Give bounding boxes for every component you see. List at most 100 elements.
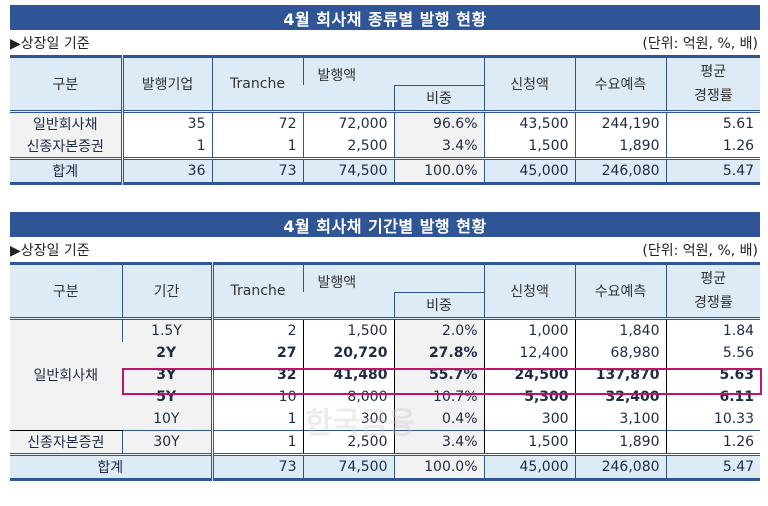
table-row: 2Y 27 20,720 27.8% 12,400 68,980 5.56 [10, 342, 761, 364]
row-label: 신종자본증권 [10, 135, 122, 159]
header-tranche: Tranche [210, 263, 303, 319]
cell-amount: 2,500 [302, 430, 394, 455]
table2-unit: (단위: 억원, %, 배) [642, 243, 758, 259]
header-applied: 신청액 [483, 56, 576, 112]
total-ratio: 5.47 [665, 454, 761, 480]
cell-tranche: 2 [210, 318, 303, 342]
cell-share: 3.4% [393, 430, 485, 455]
header-ratio-line2: 경쟁률 [693, 295, 733, 311]
total-firms: 36 [120, 158, 212, 184]
cell-tranche: 1 [211, 135, 303, 159]
total-ratio: 5.47 [665, 158, 761, 184]
cell-term: 10Y [122, 408, 212, 431]
cell-ratio: 5.61 [665, 111, 761, 135]
table1: 구분 발행기업 Tranche 발행액 신청액 수요예측 평균 경쟁률 비중 일반… [10, 55, 761, 185]
cell-ratio: 5.56 [665, 342, 761, 364]
cell-applied: 43,500 [483, 111, 576, 135]
cell-amount: 2,500 [302, 135, 394, 159]
total-applied: 45,000 [483, 454, 576, 480]
table2-subheader: ▶상장일 기준 (단위: 억원, %, 배) [10, 240, 760, 260]
header-term: 기간 [121, 263, 212, 319]
header-ratio-line2: 경쟁률 [693, 88, 733, 104]
cell-applied: 1,500 [483, 430, 576, 455]
header-amount: 발행액 [302, 56, 485, 86]
cell-term: 3Y [122, 364, 212, 386]
header-applied: 신청액 [483, 263, 576, 319]
total-applied: 45,000 [483, 158, 576, 184]
cell-amount: 8,000 [302, 386, 394, 408]
cell-term: 1.5Y [121, 318, 212, 342]
total-tranche: 73 [210, 454, 303, 480]
cell-ratio: 1.84 [665, 318, 761, 342]
total-label: 합계 [97, 460, 124, 476]
cell-tranche: 1 [210, 408, 303, 431]
cell-amount: 300 [302, 408, 394, 431]
header-demand: 수요예측 [574, 56, 667, 112]
cell-amount: 41,480 [302, 364, 394, 386]
header-firms: 발행기업 [120, 56, 212, 112]
header-share: 비중 [393, 84, 485, 112]
header-ratio-line1: 평균 [700, 271, 727, 287]
header-category: 구분 [10, 263, 122, 319]
cell-term: 5Y [122, 386, 212, 408]
cell-applied: 300 [483, 408, 576, 431]
cell-demand: 1,890 [574, 430, 667, 455]
cell-demand: 3,100 [574, 408, 667, 431]
header-ratio-line1: 평균 [700, 64, 727, 80]
header-amount: 발행액 [302, 263, 485, 293]
total-share: 100.0% [393, 158, 485, 184]
cell-ratio: 6.11 [665, 386, 761, 408]
cell-share: 55.7% [393, 364, 485, 386]
cell-demand: 68,980 [574, 342, 667, 364]
header-share: 비중 [393, 291, 485, 319]
total-demand: 246,080 [574, 158, 667, 184]
cell-ratio: 1.26 [665, 430, 761, 455]
total-demand: 246,080 [574, 454, 667, 480]
table2-title: 4월 회사채 기간별 발행 현황 [10, 212, 760, 237]
cell-amount: 1,500 [302, 318, 394, 342]
cell-demand: 32,400 [574, 386, 667, 408]
header-amount-label: 발행액 [317, 67, 357, 84]
header-demand: 수요예측 [574, 263, 667, 319]
table1-unit: (단위: 억원, %, 배) [642, 36, 758, 52]
cell-tranche: 27 [210, 342, 303, 364]
cell-applied: 1,000 [483, 318, 576, 342]
header-tranche: Tranche [211, 56, 303, 112]
cell-tranche: 72 [211, 111, 303, 135]
table2-basis: ▶상장일 기준 [10, 243, 90, 259]
table-row-highlighted: 3Y 32 41,480 55.7% 24,500 137,870 5.63 [10, 364, 761, 386]
cell-term: 2Y [122, 342, 212, 364]
cell-demand: 137,870 [574, 364, 667, 386]
table1-title: 4월 회사채 종류별 발행 현황 [10, 5, 760, 30]
cell-ratio: 10.33 [665, 408, 761, 431]
total-share: 100.0% [393, 454, 485, 480]
cell-term: 30Y [121, 430, 212, 455]
total-label: 합계 [52, 164, 79, 180]
cell-share: 2.0% [393, 318, 485, 342]
cell-applied: 5,300 [483, 386, 576, 408]
cell-tranche: 32 [210, 364, 303, 386]
total-amount: 74,500 [302, 454, 394, 480]
cell-firms: 1 [120, 135, 212, 159]
row-label: 일반회사채 [10, 111, 122, 135]
cell-share: 3.4% [393, 135, 485, 159]
cell-tranche: 10 [210, 386, 303, 408]
cell-share: 0.4% [393, 408, 485, 431]
table1-basis: ▶상장일 기준 [10, 36, 90, 52]
header-amount-label: 발행액 [317, 274, 357, 291]
total-amount: 74,500 [302, 158, 394, 184]
cell-firms: 35 [120, 111, 212, 135]
cell-amount: 20,720 [302, 342, 394, 364]
total-row: 합계 73 74,500 100.0% 45,000 246,080 5.47 [10, 454, 761, 480]
table1-header-row: 구분 발행기업 Tranche 발행액 신청액 수요예측 평균 경쟁률 [10, 56, 761, 112]
cell-ratio: 1.26 [665, 135, 761, 159]
cell-share: 10.7% [393, 386, 485, 408]
table-row: 일반회사채 35 72 72,000 96.6% 43,500 244,190 … [10, 111, 761, 135]
group-label: 일반회사채 [10, 318, 122, 431]
total-row: 합계 36 73 74,500 100.0% 45,000 246,080 5.… [10, 158, 761, 184]
table-row: 신종자본증권 1 1 2,500 3.4% 1,500 1,890 1.26 [10, 135, 761, 159]
